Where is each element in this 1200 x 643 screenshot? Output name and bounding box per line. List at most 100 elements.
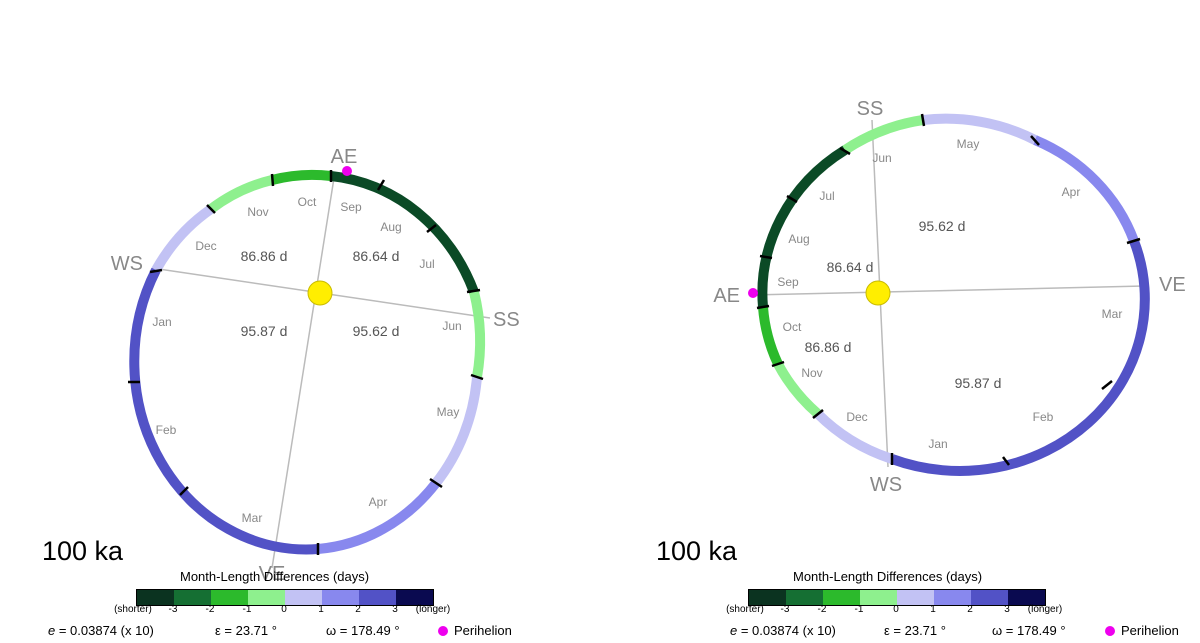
ring-segment-oct [758,306,783,367]
legend-label-shorter: (shorter) [114,604,152,615]
season-length-spring: 95.62 d [353,323,400,339]
legend-label: -3 [780,604,790,615]
legend-label: 2 [355,604,361,615]
legend-label: -2 [817,604,827,615]
axis-ae-ve [751,285,1147,296]
month-label-oct: Oct [298,195,317,209]
ring-segment-dec [814,410,894,464]
legend-swatch [1008,590,1045,605]
sun [307,280,333,306]
label-ve: VE [259,563,286,585]
age-label: 100 ka [42,536,124,566]
perihelion-legend-dot [438,626,448,636]
axis-ae-ve [271,177,335,569]
month-label-aug: Aug [380,220,401,234]
legend-swatch [396,590,433,605]
month-label-dec: Dec [195,239,216,253]
ring-segment-may [922,113,1038,145]
legend-swatch [823,590,860,605]
ring-segment-jul-sep [757,145,848,308]
month-label-sep: Sep [340,200,362,214]
month-ring-left [129,169,486,555]
month-label-apr: Apr [1062,185,1081,199]
ring-segment-nov [773,361,822,418]
legend-label-shorter: (shorter) [726,604,764,615]
legend-swatch [749,590,786,605]
ring-segment-dec [151,204,214,273]
legend-label: -3 [168,604,178,615]
legend-label: 2 [967,604,973,615]
legend-swatch [897,590,934,605]
season-length-autumn: 86.86 d [805,339,852,355]
perihelion-marker [748,288,758,298]
month-label-jan: Jan [152,315,171,329]
orbit-diagram-left: AE SS WS VE Jan Feb Mar Apr May Jun Jul … [111,146,520,585]
month-label-may: May [957,137,980,151]
legend-swatch [248,590,285,605]
eccentricity: e = 0.03874 (x 10) [730,623,836,638]
ring-segment-nov [207,175,274,214]
legend-swatch [211,590,248,605]
legend-label: -1 [854,604,864,615]
month-label-nov: Nov [247,205,268,219]
ring-segment-jun [842,115,924,155]
month-label-may: May [437,405,460,419]
perihelion-legend: Perihelion [1105,623,1179,638]
label-ss: SS [493,309,520,331]
season-length-winter: 95.87 d [955,375,1002,391]
season-length-summer: 86.64 d [353,248,400,264]
month-label-nov: Nov [801,366,822,380]
obliquity: ε = 23.71 ° [215,623,277,638]
ring-segment-apr [317,479,440,554]
ring-segment-oct [270,169,332,185]
legend-label: 1 [318,604,324,615]
legend-swatch [971,590,1008,605]
legend-swatch [786,590,823,605]
month-label-dec: Dec [846,410,867,424]
month-label-mar: Mar [1102,307,1123,321]
precession: ω = 178.49 ° [326,623,400,638]
legend-swatch [322,590,359,605]
month-label-aug: Aug [788,232,809,246]
perihelion-marker [342,166,352,176]
ring-segment-jan-mar [129,267,319,555]
ring-segment-jul-sep [330,171,479,294]
legend-swatch [137,590,174,605]
orbit-panel-left: AE SS WS VE Jan Feb Mar Apr May Jun Jul … [42,146,520,638]
legend-swatch [174,590,211,605]
season-length-winter: 95.87 d [241,323,288,339]
month-label-jun: Jun [442,319,461,333]
legend-label-longer: (longer) [1027,604,1063,615]
legend-label: -2 [205,604,215,615]
ring-segment-jun [469,290,486,378]
precession: ω = 178.49 ° [992,623,1066,638]
legend-label: 1 [930,604,936,615]
obliquity: ε = 23.71 ° [884,623,946,638]
label-ws: WS [111,253,143,275]
orbit-panel-right: SS VE AE WS Jan Feb Mar Apr May Jun Jul … [600,0,1200,643]
month-label-jul: Jul [419,257,434,271]
month-ring-right [757,113,1150,476]
legend-label: 0 [281,604,287,615]
legend-color-bar [136,589,434,606]
legend-swatch [934,590,971,605]
legend-swatch [359,590,396,605]
legend-swatch [860,590,897,605]
legend-label: 3 [1004,604,1010,615]
month-label-jan: Jan [928,437,947,451]
ring-segment-apr [1033,135,1139,243]
season-length-summer: 86.64 d [827,259,874,275]
legend-color-bar [748,589,1046,606]
month-ticks-right [756,113,1141,466]
month-ticks-left [128,170,484,555]
month-label-sep: Sep [777,275,799,289]
legend-swatch [285,590,322,605]
perihelion-legend: Perihelion [438,623,512,638]
age-label: 100 ka [656,536,738,566]
month-label-mar: Mar [242,511,263,525]
eccentricity: e = 0.03874 (x 10) [48,623,154,638]
month-label-oct: Oct [783,320,802,334]
legend-title: Month-Length Differences (days) [180,569,370,584]
label-ae: AE [331,146,358,168]
label-ss: SS [857,98,884,120]
